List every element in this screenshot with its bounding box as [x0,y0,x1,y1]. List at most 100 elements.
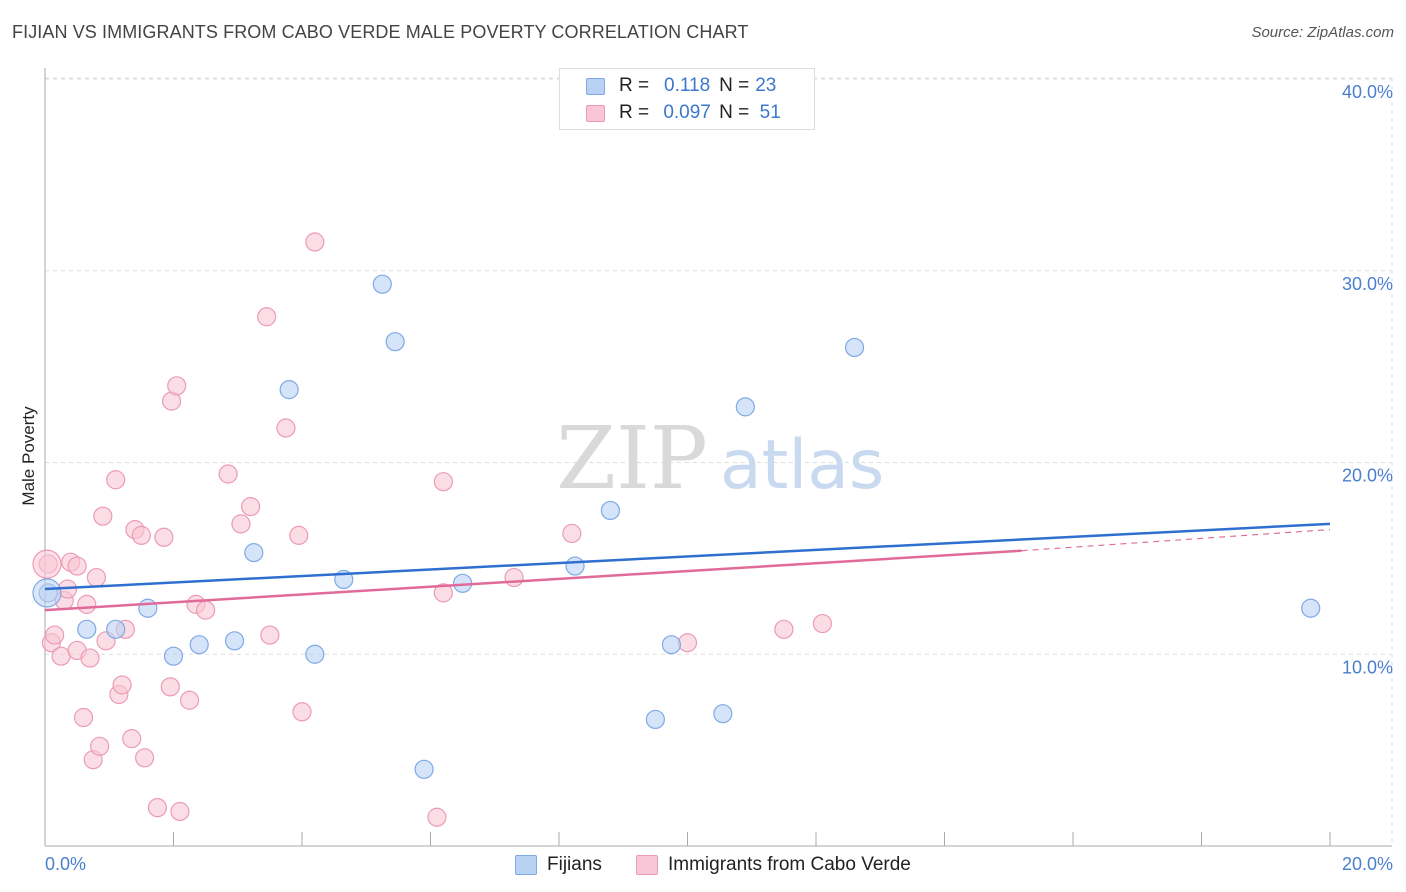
data-point-cabo-verde [257,307,277,327]
trend-lines [44,522,1331,612]
trend-line-fijians [44,522,1331,591]
data-point-cabo-verde [289,525,309,545]
y-axis-title: Male Poverty [19,406,38,506]
legend-r-value: 0.097 [663,102,711,123]
y-tick-label: 20.0% [1342,466,1393,486]
data-point-cabo-verde [80,648,100,668]
data-point-cabo-verde [677,633,698,653]
data-point-fijians [279,380,299,400]
series-fijians-points [32,274,1321,779]
legend-swatch-cabo-verde [586,104,605,122]
data-point-fijians [600,500,621,521]
x-tick-labels: 0.0% 20.0% [45,854,1393,874]
legend-item-cabo-verde[interactable]: Immigrants from Cabo Verde [636,852,911,878]
data-point-fijians [244,543,264,563]
gridlines [45,77,1393,846]
data-point-cabo-verde [179,690,200,710]
data-point-cabo-verde [131,525,151,545]
data-point-cabo-verde [427,807,447,827]
data-point-fijians [414,759,434,779]
data-point-cabo-verde [51,646,71,666]
source-label: Source: ZipAtlas.com [1251,24,1394,41]
data-point-cabo-verde [167,376,187,396]
data-point-fijians [138,598,158,618]
data-point-fijians [565,556,585,576]
watermark-zip: ZIP [556,409,708,509]
legend-label-cabo-verde: Immigrants from Cabo Verde [668,854,911,875]
legend-row-fijians: R = 0.118 N = 23 [586,74,785,98]
data-point-cabo-verde [433,583,453,603]
data-point-fijians [77,619,97,639]
watermark: ZIP atlas [556,409,884,509]
data-point-cabo-verde [122,729,142,749]
data-point-cabo-verde [45,625,65,645]
data-point-fijians [1301,598,1321,618]
data-point-cabo-verde [260,625,280,645]
chart-title: FIJIAN VS IMMIGRANTS FROM CABO VERDE MAL… [12,22,749,42]
data-point-cabo-verde [147,798,168,818]
data-point-fijians [32,578,62,608]
data-point-cabo-verde [67,556,87,576]
legend-swatch-fijians [515,855,537,875]
axes [44,68,1392,847]
legend-n-label: N = [719,102,750,123]
series-legend: Fijians Immigrants from Cabo Verde [0,852,1406,878]
series-cabo-verde-points [32,232,833,827]
data-point-cabo-verde [504,567,524,588]
data-point-cabo-verde [160,677,180,697]
y-tick-label: 40.0% [1342,82,1393,102]
data-point-cabo-verde [106,470,126,490]
legend-n-label: N = [719,75,750,96]
data-point-cabo-verde [32,549,62,579]
data-point-fijians [189,635,209,655]
data-point-fijians [372,274,392,294]
trend-line-cabo-verde [44,549,1022,612]
legend-r-label: R = [619,102,650,123]
data-point-cabo-verde [276,418,296,438]
stats-legend: R = 0.118 N = 23 R = 0.097 N = 51 [559,68,815,130]
data-point-cabo-verde [774,619,794,639]
data-point-cabo-verde [134,748,155,768]
data-point-cabo-verde [90,736,110,756]
data-point-cabo-verde [73,707,94,728]
data-point-cabo-verde [812,613,833,634]
y-tick-label: 10.0% [1342,657,1393,677]
legend-swatch-fijians [586,77,605,95]
data-point-fijians [661,635,682,655]
data-point-fijians [713,704,733,724]
legend-label-fijians: Fijians [547,854,602,875]
data-point-fijians [735,397,755,417]
trend-line-cabo-verde-extension [1021,529,1331,552]
data-point-fijians [645,709,665,730]
legend-row-cabo-verde: R = 0.097 N = 51 [586,101,785,125]
data-point-cabo-verde [305,232,325,252]
data-point-cabo-verde [241,497,261,517]
legend-n-value: 51 [759,102,781,123]
data-point-cabo-verde [562,523,582,544]
data-point-fijians [385,332,405,352]
legend-item-fijians[interactable]: Fijians [515,852,602,878]
watermark-atlas: atlas [720,426,884,505]
data-point-cabo-verde [231,514,251,534]
data-point-cabo-verde [112,675,132,695]
data-point-cabo-verde [196,600,216,620]
data-point-cabo-verde [292,702,312,722]
data-point-cabo-verde [218,464,238,484]
y-tick-label: 30.0% [1342,274,1393,294]
data-point-fijians [224,631,245,651]
data-point-fijians [844,337,865,358]
data-point-fijians [106,619,126,639]
legend-r-value: 0.118 [664,75,711,96]
y-tick-labels: 10.0% 20.0% 30.0% 40.0% [1342,82,1393,677]
data-point-cabo-verde [170,801,190,822]
legend-swatch-cabo-verde [636,855,658,875]
legend-r-label: R = [619,75,650,96]
x-tick-label: 0.0% [45,854,86,874]
data-point-cabo-verde [77,594,97,614]
data-point-cabo-verde [154,527,174,547]
data-point-fijians [163,646,184,666]
data-point-cabo-verde [86,567,107,588]
data-point-fijians [305,644,325,664]
data-point-cabo-verde [433,472,453,492]
